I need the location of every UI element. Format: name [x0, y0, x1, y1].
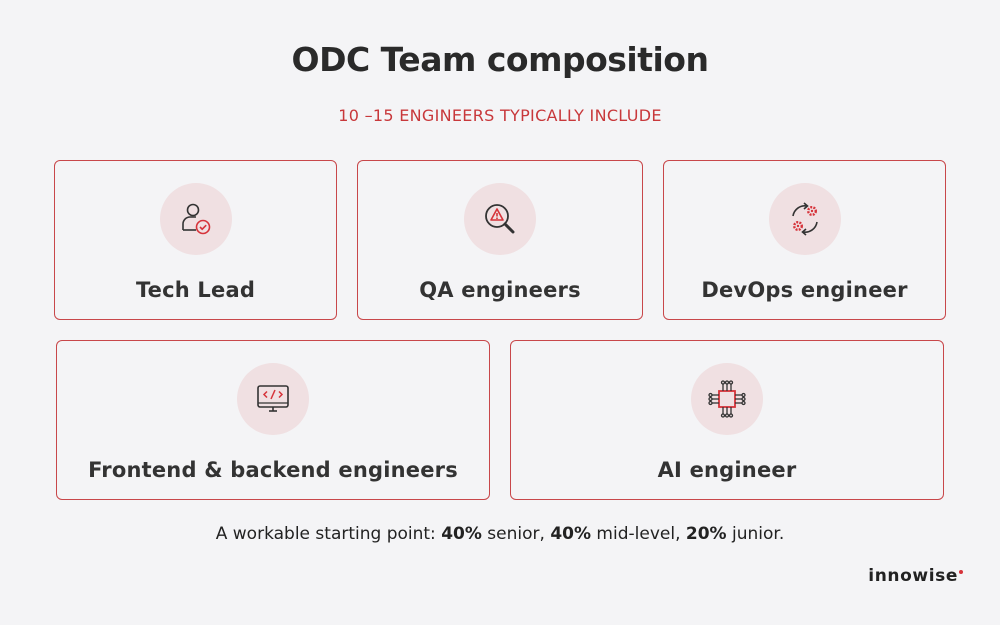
- brand-logo: innowise: [868, 566, 963, 586]
- page-subtitle: 10 –15 ENGINEERS TYPICALLY INCLUDE: [338, 106, 662, 125]
- magnifier-warning-icon: [464, 183, 536, 255]
- chip-icon: [691, 363, 763, 435]
- composition-note: A workable starting point: 40% senior, 4…: [0, 524, 1000, 544]
- card-devops-engineer: DevOps engineer: [663, 160, 946, 320]
- card-ai-engineer: AI engineer: [510, 340, 944, 500]
- page-title: ODC Team composition: [291, 40, 709, 79]
- brand-name: innowise: [868, 566, 958, 586]
- card-label: QA engineers: [419, 278, 581, 302]
- mid-level-label: mid-level,: [591, 524, 686, 544]
- mid-level-percentage: 40%: [550, 524, 592, 544]
- card-frontend-backend-engineers: Frontend & backend engineers: [56, 340, 490, 500]
- senior-label: senior,: [481, 524, 551, 544]
- card-label: AI engineer: [657, 458, 797, 482]
- card-label: DevOps engineer: [701, 278, 908, 302]
- card-label: Tech Lead: [135, 278, 256, 302]
- junior-percentage: 20%: [685, 524, 727, 544]
- monitor-code-icon: [237, 363, 309, 435]
- senior-percentage: 40%: [441, 524, 482, 544]
- devops-cycle-icon: [769, 183, 841, 255]
- junior-label: junior.: [726, 524, 785, 544]
- card-qa-engineers: QA engineers: [357, 160, 643, 320]
- brand-dot-icon: [959, 570, 963, 574]
- card-label: Frontend & backend engineers: [88, 458, 458, 482]
- card-tech-lead: Tech Lead: [54, 160, 337, 320]
- person-check-icon: [160, 183, 232, 255]
- note-prefix: A workable starting point:: [215, 524, 442, 544]
